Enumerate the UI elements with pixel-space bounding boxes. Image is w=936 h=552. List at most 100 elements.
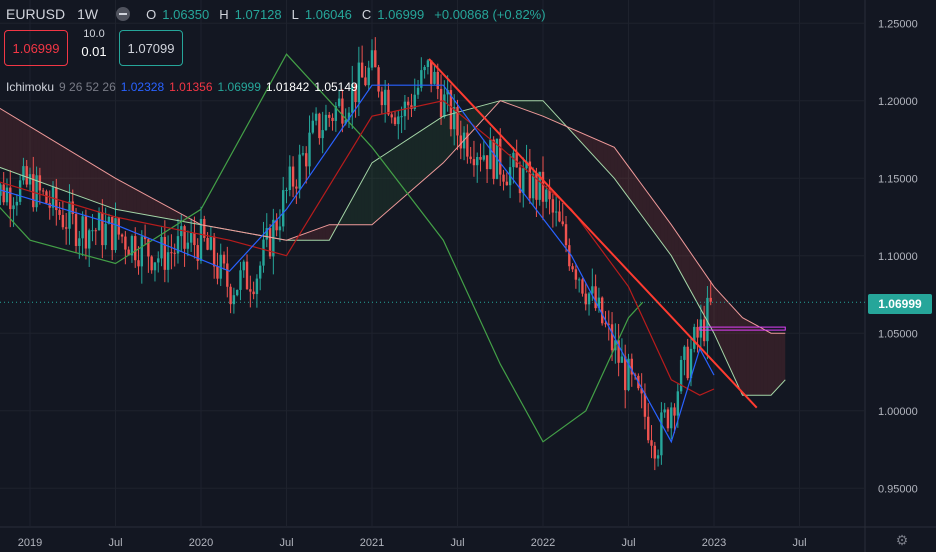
candle-body [226,263,229,287]
candle-body [387,89,390,115]
candle-body [439,88,443,117]
candle-body [696,326,699,338]
y-tick-label: 0.95000 [878,483,918,495]
candle-body [433,71,436,84]
cloud-segment [90,163,95,202]
candle-body [252,291,255,295]
quantity-label: 10.0 [83,28,105,40]
cloud-segment [728,302,732,372]
candle-body [597,297,601,309]
candle-body [406,101,410,106]
candle-body [600,297,604,324]
candle-body [466,132,469,157]
candle-body [150,256,153,271]
candle-body [443,94,446,117]
cloud-segment [432,120,437,173]
cloud-segment [158,201,162,218]
cloud-segment [660,210,665,247]
candle-body [416,87,420,95]
cloud-segment [315,228,319,241]
cloud-segment [575,130,579,140]
symbol-header: EURUSD 1W O 1.06350 H 1.07128 L 1.06046 C 1.… [6,6,546,22]
hide-icon[interactable] [116,7,131,21]
cloud-segment [664,215,668,251]
candle-body [324,114,328,131]
senkou_a-line [0,100,786,396]
candle-body [683,346,686,360]
timeframe[interactable]: 1W [77,6,99,22]
cloud-segment [87,161,91,201]
cloud-segment [535,100,540,115]
cloud-segment [678,235,682,276]
cloud-segment [311,229,315,241]
cloud-segment [119,180,123,211]
cloud-segment [26,124,30,179]
candle-body [453,106,456,130]
x-tick-label: Jul [621,537,635,549]
cloud-segment [600,141,604,167]
cloud-segment [8,113,13,172]
cloud-segment [318,227,323,241]
candle-body [577,279,581,281]
indicator-legend[interactable]: Ichimoku 9 26 52 26 1.02328 1.01356 1.06… [6,80,358,94]
cloud-segment [94,165,98,203]
symbol-name[interactable]: EURUSD [6,6,66,22]
cloud-segment [133,187,137,214]
cloud-segment [411,134,415,191]
candle-body [426,60,430,68]
candle-body [45,191,48,204]
cloud-segment [140,191,144,215]
cloud-segment [47,137,52,186]
candle-body [127,249,130,256]
candle-body [170,252,173,254]
x-tick-label: 2020 [189,537,213,549]
candle-body [568,245,571,267]
candle-body [670,407,673,429]
gear-icon[interactable]: ⚙ [895,532,909,548]
candle-body [383,89,387,106]
cloud-segment [389,148,394,210]
candle-body [140,236,144,267]
candle-body [124,236,127,250]
cloud-segment [756,325,761,396]
chikou-line [0,53,644,443]
candle-body [620,356,624,363]
candle-body [153,262,157,271]
candle-body [446,90,449,95]
candle-body [548,189,551,200]
candle-body [393,117,397,125]
sell-button[interactable]: 1.06999 [4,30,68,66]
candle-body [429,60,433,84]
candle-body [357,62,361,103]
cloud-segment [393,146,397,207]
candle-body [666,409,670,429]
cloud-segment [553,112,558,123]
buy-button[interactable]: 1.07099 [119,30,183,66]
quantity-box[interactable]: 10.0 0.01 [76,28,112,59]
candle-body [64,227,68,229]
candle-body [420,70,423,88]
indicator-name: Ichimoku [6,80,55,94]
cloud-segment [767,331,771,396]
cloud-segment [15,117,20,175]
candle-body [232,295,236,305]
trendline [428,58,758,409]
candle-body [624,356,627,391]
cloud-segment [425,125,429,179]
cloud-segment [443,115,447,163]
candle-body [594,286,597,309]
indicator-value-conversion: 1.02328 [120,80,165,94]
cloud-segment [172,209,177,221]
cloud-segment [525,100,529,112]
cloud-segment [692,255,697,301]
candle-body [61,214,65,228]
candle-body [518,167,522,194]
candle-body [5,187,9,203]
candle-body [584,293,587,305]
cloud-segment [632,171,636,208]
candle-body [318,113,321,139]
candle-body [186,242,190,249]
candle-body [423,67,426,71]
cloud-segment [329,224,333,241]
